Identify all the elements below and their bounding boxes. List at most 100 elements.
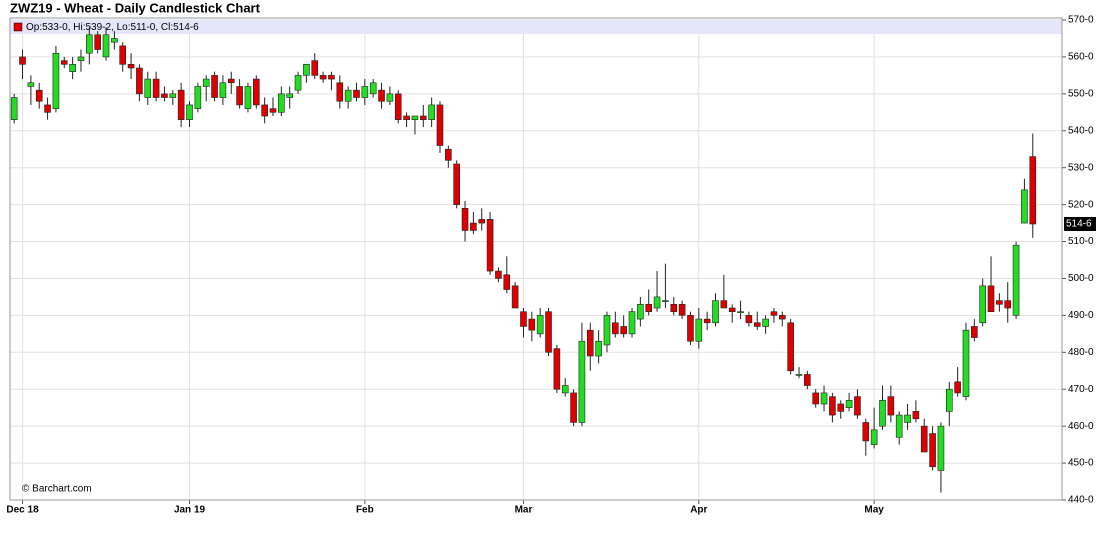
candle-body (687, 315, 694, 342)
candle-body (561, 385, 569, 394)
candle-body (286, 93, 293, 98)
candle-body (495, 270, 502, 279)
candle-body (895, 414, 903, 438)
candle-body (503, 274, 511, 290)
candle-body (111, 38, 118, 43)
chart-title: ZWZ19 - Wheat - Daily Candlestick Chart (10, 0, 261, 15)
candle-body (60, 60, 68, 65)
candle-body (536, 315, 544, 335)
candle-body (428, 104, 435, 120)
candle-body (453, 163, 460, 205)
candle-body (971, 326, 978, 338)
candle-body (19, 56, 26, 65)
candle-body (645, 304, 653, 312)
candle-body (127, 64, 135, 69)
candle-body (570, 392, 577, 423)
candle-body (94, 34, 101, 50)
candle-body (929, 433, 936, 468)
candle-body (578, 340, 586, 423)
candle-body (461, 208, 469, 231)
candle-body (186, 104, 193, 120)
candle-body (904, 414, 911, 423)
candle-body (753, 322, 761, 327)
candle-body (795, 374, 803, 376)
candle-body (202, 78, 210, 87)
candle-body (236, 86, 243, 106)
candle-body (937, 425, 945, 471)
candle-body (278, 93, 285, 113)
candle-body (545, 311, 552, 353)
candle-body (737, 311, 744, 313)
candle-body (528, 318, 536, 331)
candle-body (177, 89, 185, 120)
candle-body (787, 322, 794, 372)
candle-body (394, 93, 402, 120)
candle-body (445, 148, 452, 161)
y-tick-label: 440-0 (1068, 495, 1094, 506)
candle-body (294, 75, 302, 91)
x-tick-label: Mar (515, 505, 533, 516)
candle-body (779, 315, 786, 320)
candle-body (887, 396, 895, 416)
candle-body (586, 329, 594, 357)
candle-body (269, 108, 277, 113)
x-tick-label: Apr (690, 505, 707, 516)
candle-body (77, 56, 85, 61)
candle-body (553, 348, 561, 390)
x-tick-label: Dec 18 (6, 505, 39, 516)
candle-body (987, 285, 995, 312)
y-tick-label: 460-0 (1068, 421, 1094, 432)
candle-body (244, 86, 252, 109)
y-tick-label: 550-0 (1068, 88, 1094, 99)
candle-body (845, 400, 853, 408)
candle-body (344, 89, 352, 102)
candle-body (470, 222, 477, 231)
candle-body (311, 60, 319, 76)
candle-body (862, 422, 870, 442)
y-tick-label: 570-0 (1068, 15, 1094, 26)
candle-body (628, 311, 636, 335)
x-tick-label: May (864, 505, 884, 516)
candle-body (662, 300, 669, 302)
candle-body (595, 340, 602, 357)
candle-body (152, 78, 160, 98)
candle-body (837, 403, 845, 412)
y-tick-label: 540-0 (1068, 125, 1094, 136)
candle-body (1029, 156, 1037, 225)
candle-body (954, 381, 961, 394)
candle-body (979, 285, 986, 324)
candle-body (612, 322, 619, 335)
candle-body (35, 89, 43, 102)
legend-band (10, 20, 1062, 34)
candle-body (52, 52, 60, 109)
candle-body (44, 104, 51, 113)
candle-body (637, 304, 644, 320)
last-price-label: 514-6 (1066, 219, 1092, 230)
candle-body (603, 315, 611, 346)
candle-body (369, 82, 377, 95)
candle-body (386, 93, 394, 102)
candle-body (261, 104, 268, 117)
candle-body (670, 304, 678, 312)
candle-body (303, 64, 310, 76)
candle-body (486, 219, 494, 272)
candle-body (804, 374, 811, 386)
x-tick-label: Feb (356, 505, 374, 516)
y-tick-label: 490-0 (1068, 310, 1094, 321)
candle-body (820, 392, 828, 405)
y-tick-label: 520-0 (1068, 199, 1094, 210)
candle-body (653, 296, 661, 309)
candle-body (86, 34, 93, 54)
legend-text: Op:533-0, Hi:539-2, Lo:511-0, Cl:514-6 (26, 22, 199, 33)
candle-body (253, 78, 260, 106)
plot-border (9, 17, 1063, 501)
candle-body (211, 75, 218, 98)
candle-body (378, 89, 385, 102)
candle-body (478, 219, 486, 224)
candle-body (920, 425, 928, 453)
candle-body (511, 285, 519, 309)
candle-body (1021, 189, 1028, 224)
candle-body (870, 429, 878, 445)
y-tick-label: 450-0 (1068, 458, 1094, 469)
